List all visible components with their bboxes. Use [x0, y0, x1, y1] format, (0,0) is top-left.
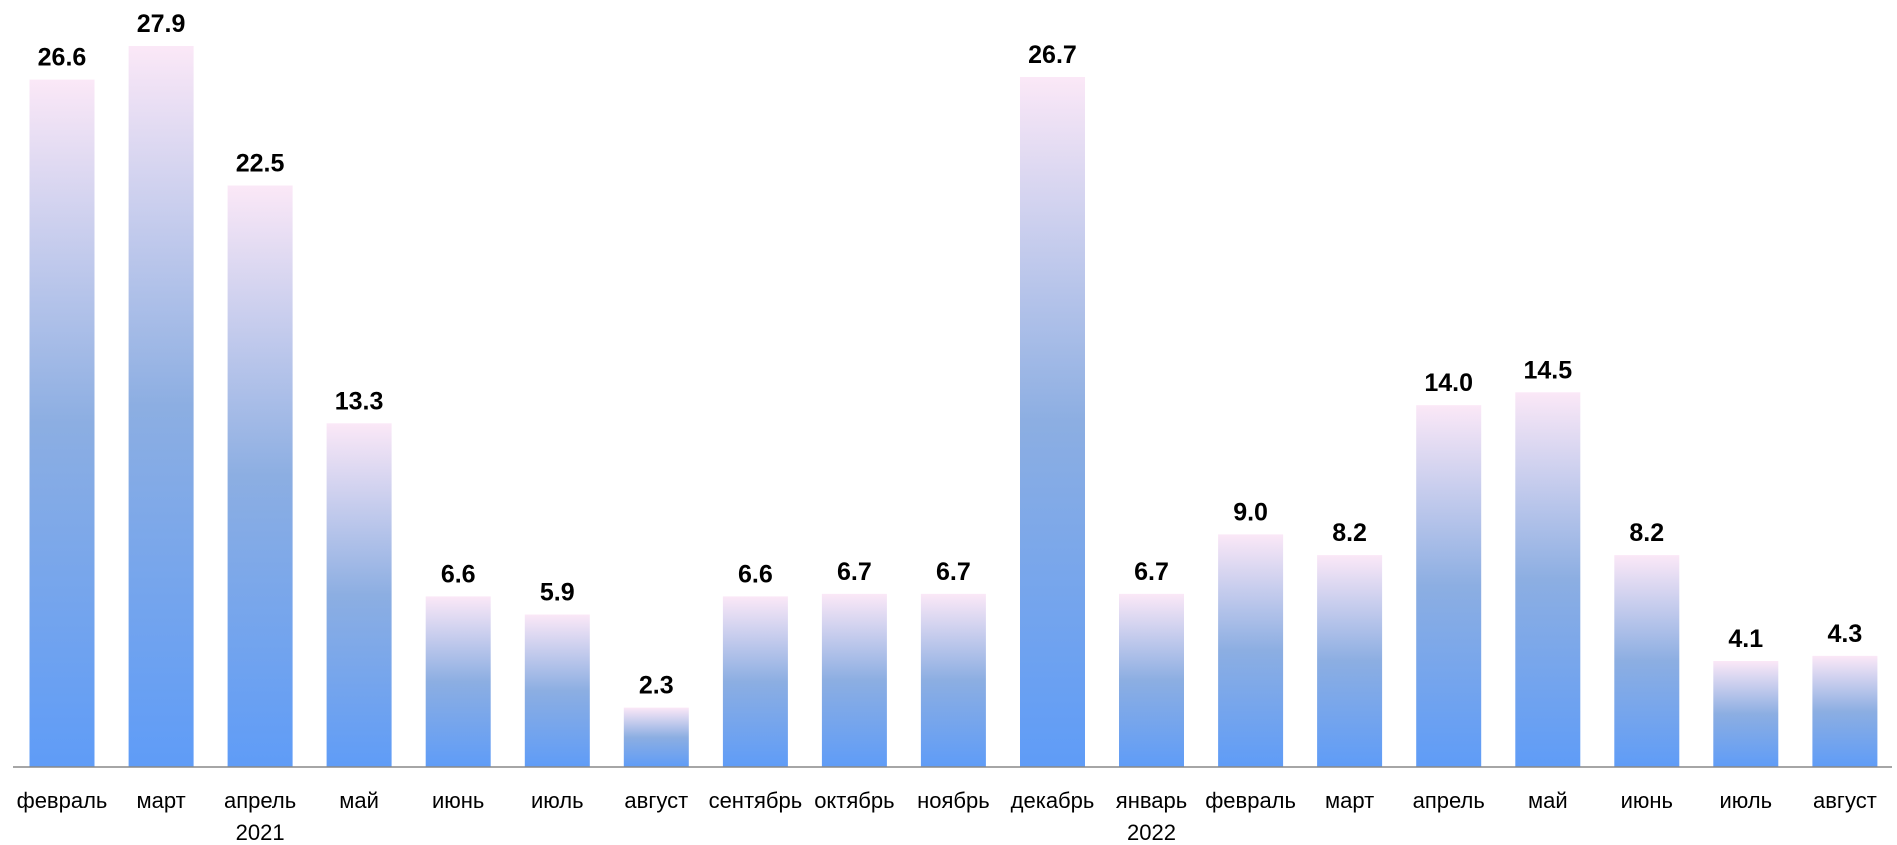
- bar-7: [722, 596, 788, 767]
- bars-layer: [29, 46, 1878, 768]
- data-label-1: 27.9: [137, 10, 186, 38]
- bar-18: [1812, 655, 1878, 767]
- data-label-16: 8.2: [1629, 519, 1664, 547]
- year-labels-layer: 2021 2022: [236, 820, 1176, 845]
- data-label-5: 5.9: [540, 579, 575, 607]
- data-label-12: 9.0: [1233, 498, 1268, 526]
- year-label-0: 2021: [236, 820, 285, 845]
- bar-16: [1614, 555, 1680, 767]
- bar-1: [128, 46, 194, 767]
- data-labels-layer: 26.6 27.9 22.5 13.3 6.6 5.9 2.3 6.6 6.7 6.7 26.7 6.…: [38, 10, 1863, 700]
- bar-11: [1119, 593, 1184, 767]
- x-tick-label-8: октябрь: [814, 788, 894, 813]
- bar-8: [821, 593, 887, 767]
- data-label-11: 6.7: [1134, 558, 1169, 586]
- x-tick-labels-layer: февраль март апрель май июнь июль август сентяб…: [17, 788, 1877, 813]
- bar-0: [29, 79, 95, 768]
- x-tick-label-11: январь: [1116, 788, 1187, 813]
- x-tick-label-18: август: [1813, 788, 1877, 813]
- bar-5: [524, 614, 590, 767]
- x-tick-label-15: май: [1528, 788, 1568, 813]
- data-label-7: 6.6: [738, 560, 773, 588]
- data-label-2: 22.5: [236, 150, 285, 178]
- x-tick-label-17: июль: [1719, 788, 1772, 813]
- bar-6: [623, 707, 689, 767]
- data-label-6: 2.3: [639, 672, 674, 700]
- data-label-14: 14.0: [1424, 369, 1473, 397]
- x-tick-label-16: июнь: [1621, 788, 1673, 813]
- bar-4: [425, 596, 491, 767]
- bar-2: [227, 185, 293, 767]
- data-label-0: 26.6: [38, 44, 87, 72]
- x-tick-label-3: май: [339, 788, 379, 813]
- data-label-3: 13.3: [335, 387, 384, 415]
- x-tick-label-7: сентябрь: [709, 788, 803, 813]
- year-label-1: 2022: [1127, 820, 1176, 845]
- data-label-18: 4.3: [1828, 620, 1863, 648]
- bar-17: [1713, 661, 1779, 767]
- x-tick-label-5: июль: [531, 788, 584, 813]
- x-tick-label-14: апрель: [1413, 788, 1485, 813]
- data-label-8: 6.7: [837, 558, 872, 586]
- data-label-17: 4.1: [1728, 625, 1763, 653]
- bar-14: [1416, 405, 1482, 767]
- bar-12: [1218, 534, 1284, 767]
- bar-9: [920, 593, 986, 767]
- data-label-9: 6.7: [936, 558, 971, 586]
- bar-10: [1020, 77, 1085, 767]
- bar-3: [326, 423, 392, 767]
- x-tick-label-1: март: [136, 788, 185, 813]
- x-tick-label-6: август: [624, 788, 688, 813]
- x-tick-label-4: июнь: [432, 788, 484, 813]
- data-label-4: 6.6: [441, 560, 476, 588]
- data-label-15: 14.5: [1523, 356, 1572, 384]
- x-tick-label-12: февраль: [1205, 788, 1296, 813]
- x-tick-label-10: декабрь: [1011, 788, 1095, 813]
- bar-13: [1317, 555, 1383, 767]
- data-label-13: 8.2: [1332, 519, 1367, 547]
- x-tick-label-9: ноябрь: [917, 788, 990, 813]
- data-label-10: 26.7: [1028, 41, 1077, 69]
- x-tick-label-13: март: [1325, 788, 1374, 813]
- bar-15: [1515, 392, 1581, 767]
- x-tick-label-0: февраль: [17, 788, 108, 813]
- x-tick-label-2: апрель: [224, 788, 296, 813]
